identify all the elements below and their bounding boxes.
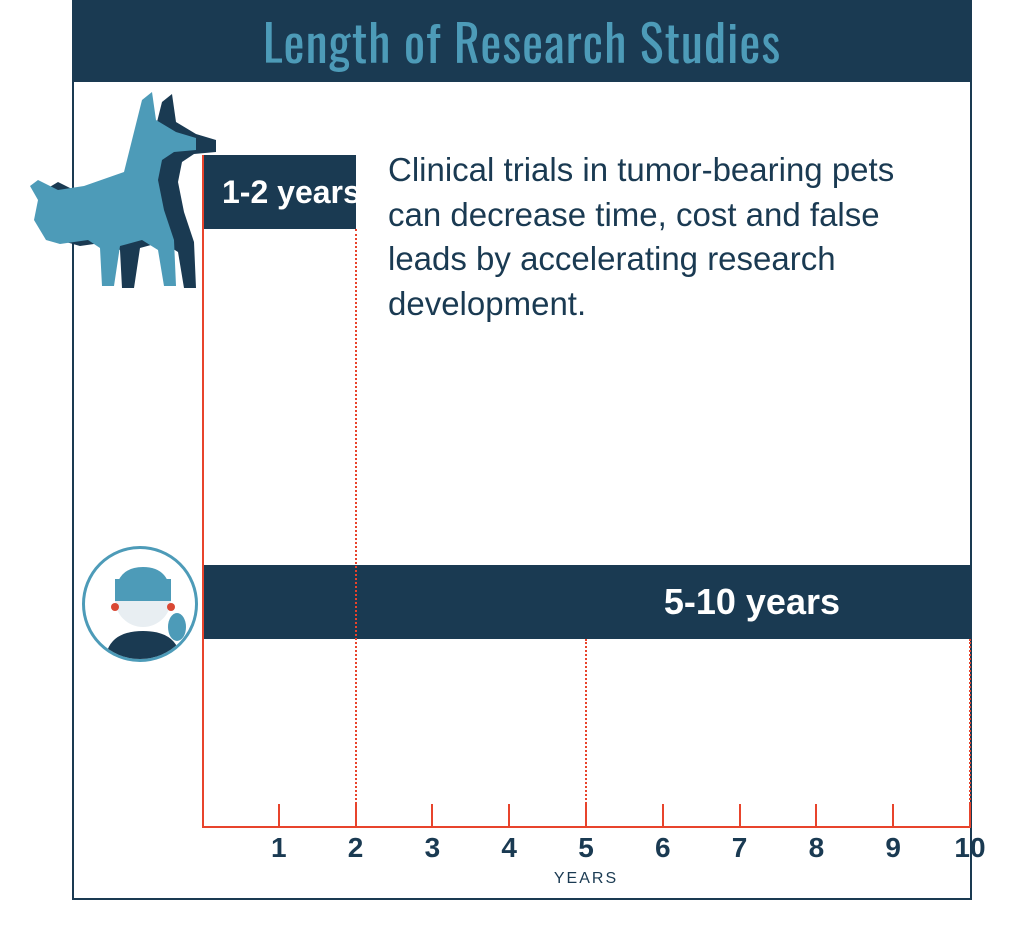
- axis-tick: [355, 804, 357, 828]
- axis-tick: [969, 804, 971, 828]
- axis-tick: [892, 804, 894, 828]
- bar-human: 5-10 years: [202, 565, 970, 639]
- human-icon: [82, 546, 198, 662]
- axis-tick: [585, 804, 587, 828]
- human-ear-right: [167, 603, 175, 611]
- axis-tick: [815, 804, 817, 828]
- axis-tick: [278, 804, 280, 828]
- dog-icon: [30, 88, 230, 308]
- axis-tick: [662, 804, 664, 828]
- axis-tick-label: 2: [348, 832, 364, 864]
- axis-origin-tick: [202, 155, 204, 828]
- human-ponytail: [168, 613, 186, 641]
- axis-tick-label: 8: [809, 832, 825, 864]
- axis-tick: [508, 804, 510, 828]
- bar-human-label: 5-10 years: [664, 581, 840, 623]
- title-bar: Length of Research Studies: [72, 0, 972, 82]
- axis-tick-label: 1: [271, 832, 287, 864]
- axis-title: YEARS: [554, 870, 618, 888]
- axis-tick-label: 6: [655, 832, 671, 864]
- axis-tick: [431, 804, 433, 828]
- axis-tick-label: 4: [501, 832, 517, 864]
- axis-tick-label: 9: [885, 832, 901, 864]
- x-axis: YEARS 12345678910: [202, 798, 970, 828]
- human-ear-left: [111, 603, 119, 611]
- axis-tick: [739, 804, 741, 828]
- axis-tick-label: 3: [425, 832, 441, 864]
- axis-tick-label: 10: [954, 832, 985, 864]
- bar-pet: 1-2 years: [202, 155, 356, 229]
- axis-tick-label: 7: [732, 832, 748, 864]
- axis-tick-label: 5: [578, 832, 594, 864]
- description-text: Clinical trials in tumor-bearing pets ca…: [388, 148, 948, 326]
- human-bangs: [115, 579, 171, 601]
- bar-pet-label: 1-2 years: [202, 174, 361, 211]
- guide-line: [355, 229, 357, 828]
- chart-title: Length of Research Studies: [263, 4, 781, 78]
